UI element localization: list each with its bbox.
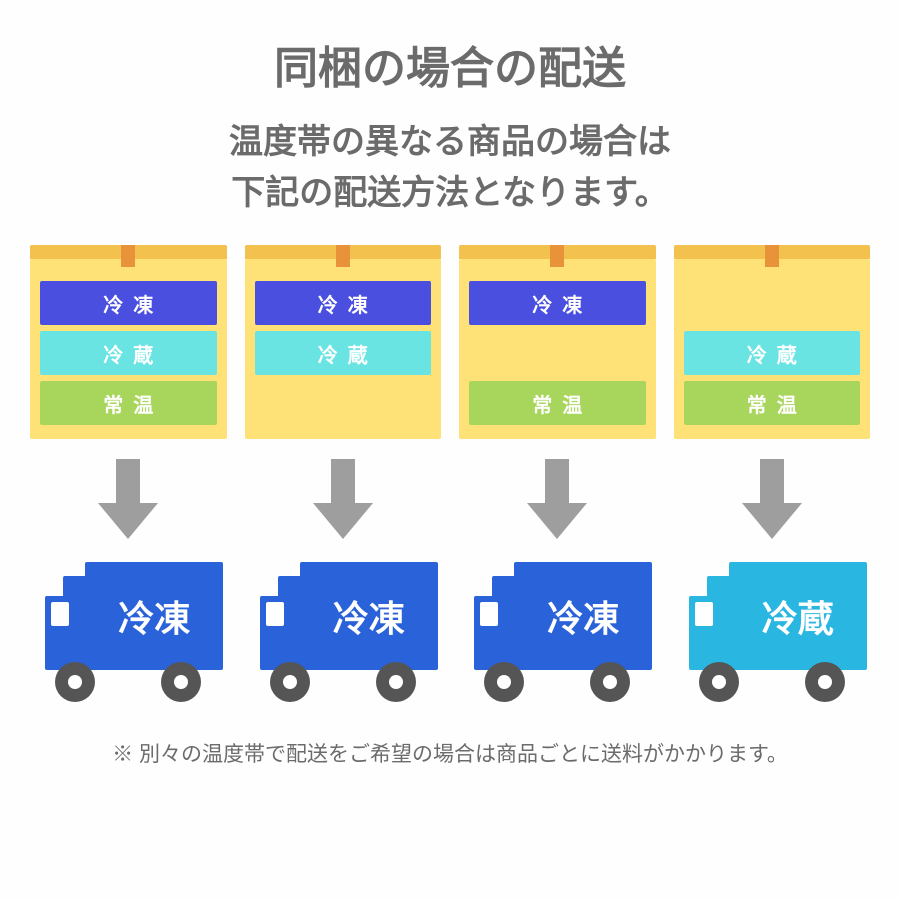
down-arrow-icon <box>313 459 373 539</box>
truck-wheel-rear <box>590 662 630 702</box>
delivery-truck-chilled: 冷蔵 <box>677 562 867 702</box>
truck-wheel-front <box>55 662 95 702</box>
page-title: 同梱の場合の配送 <box>274 40 626 97</box>
truck-body: 冷凍 <box>300 562 438 670</box>
truck-window <box>266 602 284 626</box>
temp-slot-frozen: 冷凍 <box>255 281 432 325</box>
package-box: 冷凍冷蔵常温 <box>30 259 227 439</box>
truck-label: 冷凍 <box>547 590 619 642</box>
diagram-columns: 冷凍冷蔵常温 冷凍 冷凍冷蔵 冷凍 <box>30 259 870 702</box>
truck-cab <box>260 596 302 670</box>
truck-cab <box>474 596 516 670</box>
box-tape <box>336 245 350 267</box>
truck-wheel-rear <box>161 662 201 702</box>
truck-label: 冷蔵 <box>762 590 834 642</box>
slot-container: 冷凍常温 <box>469 281 646 431</box>
temp-slot-chilled: 冷蔵 <box>40 331 217 375</box>
page-subtitle: 温度帯の異なる商品の場合は 下記の配送方法となります。 <box>229 117 671 219</box>
temp-slot-frozen: 冷凍 <box>40 281 217 325</box>
box-tape <box>765 245 779 267</box>
column-3: 冷凍常温 冷凍 <box>459 259 656 702</box>
slot-container: 冷蔵常温 <box>684 281 861 431</box>
temp-slot-chilled: 冷蔵 <box>255 331 432 375</box>
truck-window <box>480 602 498 626</box>
truck-wheel-front <box>270 662 310 702</box>
temp-slot-chilled: 冷蔵 <box>684 331 861 375</box>
down-arrow-icon <box>527 459 587 539</box>
down-arrow-icon <box>98 459 158 539</box>
truck-body: 冷蔵 <box>729 562 867 670</box>
package-box: 冷凍常温 <box>459 259 656 439</box>
delivery-truck-frozen: 冷凍 <box>248 562 438 702</box>
box-tape <box>550 245 564 267</box>
package-box: 冷蔵常温 <box>674 259 871 439</box>
arrow-wrapper <box>98 459 158 544</box>
truck-cab <box>45 596 87 670</box>
temp-slot-ambient: 常温 <box>684 381 861 425</box>
truck-body: 冷凍 <box>85 562 223 670</box>
column-2: 冷凍冷蔵 冷凍 <box>245 259 442 702</box>
truck-label: 冷凍 <box>118 590 190 642</box>
truck-window <box>51 602 69 626</box>
truck-wheel-rear <box>805 662 845 702</box>
delivery-truck-frozen: 冷凍 <box>462 562 652 702</box>
arrow-wrapper <box>527 459 587 544</box>
arrow-wrapper <box>742 459 802 544</box>
down-arrow-icon <box>742 459 802 539</box>
truck-body: 冷凍 <box>514 562 652 670</box>
truck-window <box>695 602 713 626</box>
subtitle-line-2: 下記の配送方法となります。 <box>231 174 669 212</box>
slot-container: 冷凍冷蔵 <box>255 281 432 431</box>
column-1: 冷凍冷蔵常温 冷凍 <box>30 259 227 702</box>
truck-label: 冷凍 <box>333 590 405 642</box>
delivery-truck-frozen: 冷凍 <box>33 562 223 702</box>
arrow-wrapper <box>313 459 373 544</box>
package-box: 冷凍冷蔵 <box>245 259 442 439</box>
temp-slot-frozen: 冷凍 <box>469 281 646 325</box>
truck-wheel-rear <box>376 662 416 702</box>
slot-container: 冷凍冷蔵常温 <box>40 281 217 431</box>
footnote-text: ※ 別々の温度帯で配送をご希望の場合は商品ごとに送料がかかります。 <box>30 738 870 768</box>
truck-wheel-front <box>699 662 739 702</box>
truck-wheel-front <box>484 662 524 702</box>
column-4: 冷蔵常温 冷蔵 <box>674 259 871 702</box>
subtitle-line-1: 温度帯の異なる商品の場合は <box>229 123 671 161</box>
box-tape <box>121 245 135 267</box>
temp-slot-ambient: 常温 <box>40 381 217 425</box>
truck-cab <box>689 596 731 670</box>
temp-slot-ambient: 常温 <box>469 381 646 425</box>
